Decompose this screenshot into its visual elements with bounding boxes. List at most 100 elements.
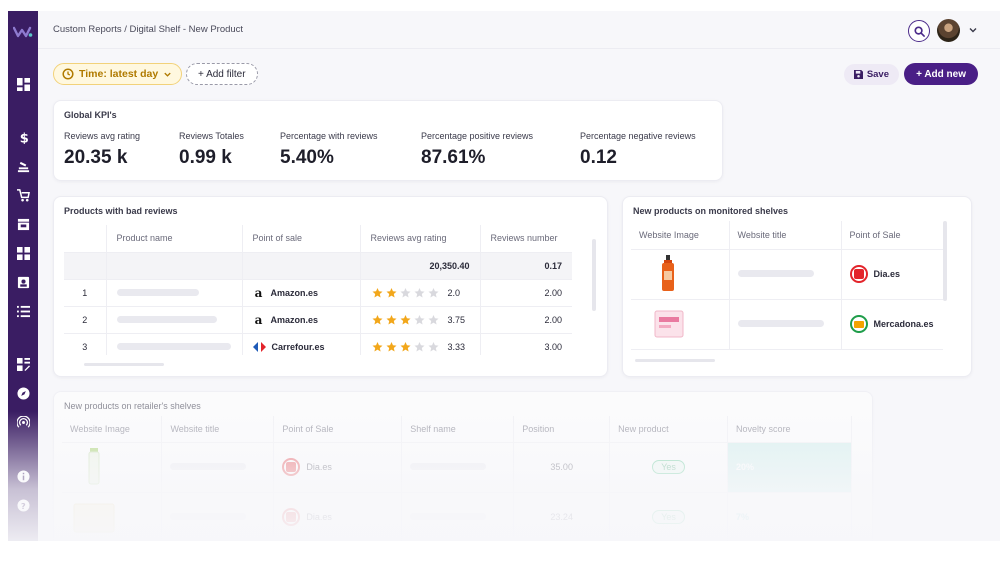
svg-text:?: ?: [20, 501, 25, 511]
column-header-shelf-name[interactable]: Shelf name: [401, 416, 515, 443]
bad-reviews-title: Products with bad reviews: [64, 206, 178, 216]
chevron-down-icon[interactable]: [968, 25, 978, 35]
point-of-sale-cell: a Amazon.es: [242, 279, 361, 307]
placeholder-bar: [170, 513, 247, 520]
table-row[interactable]: 2 a Amazon.es 3.75 2.00: [64, 306, 572, 334]
brand-logo[interactable]: [13, 26, 33, 38]
dia-logo-icon: [282, 508, 301, 526]
column-header-website-title[interactable]: Website title: [729, 221, 842, 250]
dashboard-icon[interactable]: [16, 77, 30, 91]
column-header-website-title[interactable]: Website title: [161, 416, 275, 443]
help-icon[interactable]: ?: [16, 498, 30, 512]
star-filled-icon: [400, 341, 410, 351]
breadcrumb[interactable]: Custom Reports / Digital Shelf - New Pro…: [53, 24, 244, 35]
placeholder-bar: [410, 463, 487, 470]
placeholder-bar: [737, 320, 824, 327]
website-title-cell: [729, 249, 842, 300]
product-name-cell: [106, 306, 243, 334]
placeholder-bar: [116, 342, 231, 350]
retailer-shelves-table: Website Image Website title Point of Sal…: [62, 416, 852, 541]
kpi-value: 87.61%: [421, 147, 486, 168]
column-header-new-product[interactable]: New product: [609, 416, 729, 443]
product-box-image: [654, 310, 684, 338]
position-cell: 23.24: [513, 492, 611, 541]
table-row[interactable]: Mercadona.es: [631, 299, 943, 350]
grid-icon[interactable]: [16, 246, 30, 260]
reviews-number-cell: 2.00: [480, 306, 572, 334]
report-icon[interactable]: [16, 357, 30, 371]
totals-cell: [64, 252, 107, 280]
time-filter[interactable]: Time: latest day: [53, 63, 183, 85]
vertical-scrollbar[interactable]: [592, 239, 596, 311]
table-row[interactable]: Dia.es 35.00 Yes 20%: [62, 442, 852, 493]
kpi-label: Reviews Totales: [179, 131, 244, 141]
add-filter-button[interactable]: + Add filter: [186, 63, 258, 85]
save-button[interactable]: Save: [843, 64, 899, 85]
star-empty-icon: [428, 314, 438, 324]
table-row[interactable]: Dia.es: [631, 249, 943, 300]
totals-cell: [106, 252, 243, 280]
column-header-novelty-score[interactable]: Novelty score: [727, 416, 852, 443]
broadcast-icon[interactable]: [16, 415, 30, 429]
list-icon[interactable]: [16, 304, 30, 318]
column-header-product-name[interactable]: Product name: [106, 225, 243, 253]
star-filled-icon: [386, 314, 396, 324]
stack-icon[interactable]: [16, 159, 30, 173]
placeholder-bar: [737, 270, 814, 277]
rating-value: 3.75: [447, 314, 466, 325]
star-rating: [371, 287, 440, 299]
kpi-label: Percentage with reviews: [280, 131, 378, 141]
column-header-reviews-number[interactable]: Reviews number: [480, 225, 572, 253]
column-header-point-of-sale[interactable]: Point of Sale: [273, 416, 403, 443]
save-icon: [853, 70, 863, 79]
search-button[interactable]: [908, 20, 930, 42]
avatar[interactable]: [937, 19, 960, 42]
star-rating: [371, 341, 440, 353]
column-header-avg-rating[interactable]: Reviews avg rating: [360, 225, 481, 253]
vertical-scrollbar[interactable]: [943, 221, 947, 301]
point-of-sale-name: Dia.es: [306, 512, 332, 522]
point-of-sale-name: Amazon.es: [270, 287, 319, 298]
product-name-cell: [106, 333, 243, 355]
add-new-button[interactable]: + Add new: [904, 63, 978, 85]
point-of-sale-cell: a Amazon.es: [242, 306, 361, 334]
cart-icon[interactable]: [16, 188, 30, 202]
kpi-value: 20.35 k: [64, 147, 128, 168]
column-header-point-of-sale[interactable]: Point of Sale: [841, 221, 943, 250]
time-filter-label: Time: latest day: [79, 68, 159, 80]
point-of-sale-name: Amazon.es: [270, 314, 319, 325]
placeholder-bar: [170, 463, 247, 470]
table-row[interactable]: Dia.es 23.24 Yes 7%: [62, 492, 852, 541]
point-of-sale-cell: Mercadona.es: [841, 299, 943, 350]
product-image-cell: [62, 442, 163, 493]
bad-reviews-card: Products with bad reviews Product name P…: [53, 196, 608, 377]
column-header-website-image[interactable]: Website Image: [631, 221, 730, 250]
product-image-cell: [62, 492, 163, 541]
column-header-point-of-sale[interactable]: Point of sale: [242, 225, 361, 253]
star-filled-icon: [386, 287, 396, 297]
star-empty-icon: [414, 314, 424, 324]
table-row[interactable]: 3 Carrefour.es 3.33 3.00: [64, 333, 572, 355]
new-product-cell: Yes: [609, 442, 729, 493]
search-icon: [913, 25, 925, 37]
info-icon[interactable]: [16, 469, 30, 483]
store-icon[interactable]: [16, 217, 30, 231]
rating-value: 3.33: [447, 341, 466, 352]
kpi-card-title: Global KPI's: [64, 110, 117, 120]
dia-logo-icon: [849, 265, 868, 283]
table-row[interactable]: 1 a Amazon.es 2.0 2.00: [64, 279, 572, 307]
new-product-cell: Yes: [609, 492, 729, 541]
compass-icon[interactable]: [16, 386, 30, 400]
horizontal-scrollbar[interactable]: [635, 359, 715, 362]
contacts-icon[interactable]: [16, 275, 30, 289]
column-header-position[interactable]: Position: [513, 416, 611, 443]
star-empty-icon: [428, 287, 438, 297]
top-bar: Custom Reports / Digital Shelf - New Pro…: [38, 11, 1000, 49]
kpi-value: 5.40%: [280, 147, 334, 168]
column-header-website-image[interactable]: Website Image: [62, 416, 163, 443]
horizontal-scrollbar[interactable]: [84, 363, 164, 366]
product-pack-image: [73, 503, 115, 533]
dollar-icon[interactable]: $: [16, 130, 30, 144]
totals-row: 20,350.40 0.17: [64, 252, 572, 280]
point-of-sale-name: Carrefour.es: [271, 341, 325, 352]
